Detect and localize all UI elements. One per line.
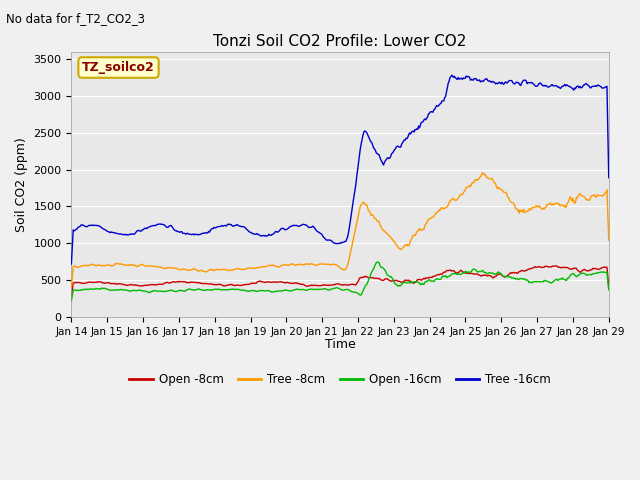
- Title: Tonzi Soil CO2 Profile: Lower CO2: Tonzi Soil CO2 Profile: Lower CO2: [213, 34, 467, 49]
- Y-axis label: Soil CO2 (ppm): Soil CO2 (ppm): [15, 137, 28, 232]
- Legend: Open -8cm, Tree -8cm, Open -16cm, Tree -16cm: Open -8cm, Tree -8cm, Open -16cm, Tree -…: [124, 368, 556, 390]
- X-axis label: Time: Time: [324, 338, 355, 351]
- Text: TZ_soilco2: TZ_soilco2: [82, 61, 155, 74]
- Text: No data for f_T2_CO2_3: No data for f_T2_CO2_3: [6, 12, 145, 25]
